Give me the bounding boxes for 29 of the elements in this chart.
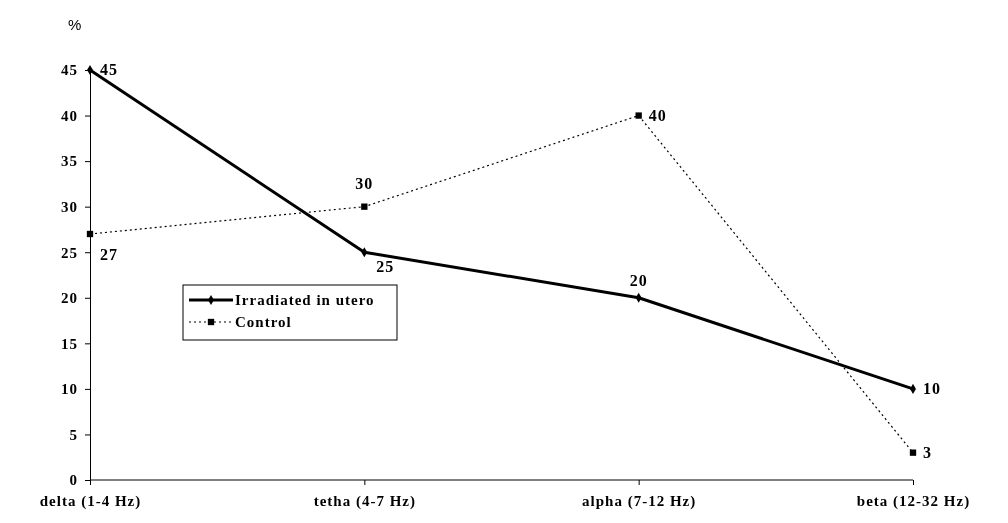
legend-label: Control bbox=[235, 314, 292, 330]
data-label: 10 bbox=[923, 379, 941, 397]
y-tick-label: 45 bbox=[61, 62, 78, 79]
y-tick-label: 40 bbox=[61, 107, 78, 124]
data-label: 20 bbox=[629, 271, 648, 289]
y-tick-label: 15 bbox=[61, 335, 78, 352]
data-label: 30 bbox=[355, 174, 374, 192]
point bbox=[86, 230, 94, 238]
data-label: 40 bbox=[648, 106, 667, 124]
legend-label: Irradiated in utero bbox=[235, 292, 375, 308]
x-tick-label: tetha (4-7 Hz) bbox=[313, 493, 416, 510]
y-axis-title: % bbox=[68, 16, 83, 33]
y-tick-label: 5 bbox=[69, 426, 78, 443]
point bbox=[635, 112, 642, 119]
y-tick-label: 25 bbox=[61, 244, 78, 261]
data-label: 3 bbox=[923, 443, 932, 461]
y-tick-label: 20 bbox=[61, 290, 78, 307]
data-label: 27 bbox=[100, 246, 118, 263]
point bbox=[909, 449, 917, 456]
x-tick-label: delta (1-4 Hz) bbox=[39, 493, 142, 510]
point bbox=[361, 203, 368, 210]
y-tick-label: 30 bbox=[61, 198, 78, 215]
y-tick-label: 0 bbox=[69, 472, 78, 489]
x-tick-label: alpha (7-12 Hz) bbox=[582, 493, 697, 510]
y-tick-label: 10 bbox=[61, 381, 78, 398]
data-label: 25 bbox=[376, 258, 395, 276]
y-tick-label: 35 bbox=[61, 153, 78, 170]
data-label: 45 bbox=[100, 61, 118, 78]
x-tick-label: beta (12-32 Hz) bbox=[856, 493, 971, 510]
